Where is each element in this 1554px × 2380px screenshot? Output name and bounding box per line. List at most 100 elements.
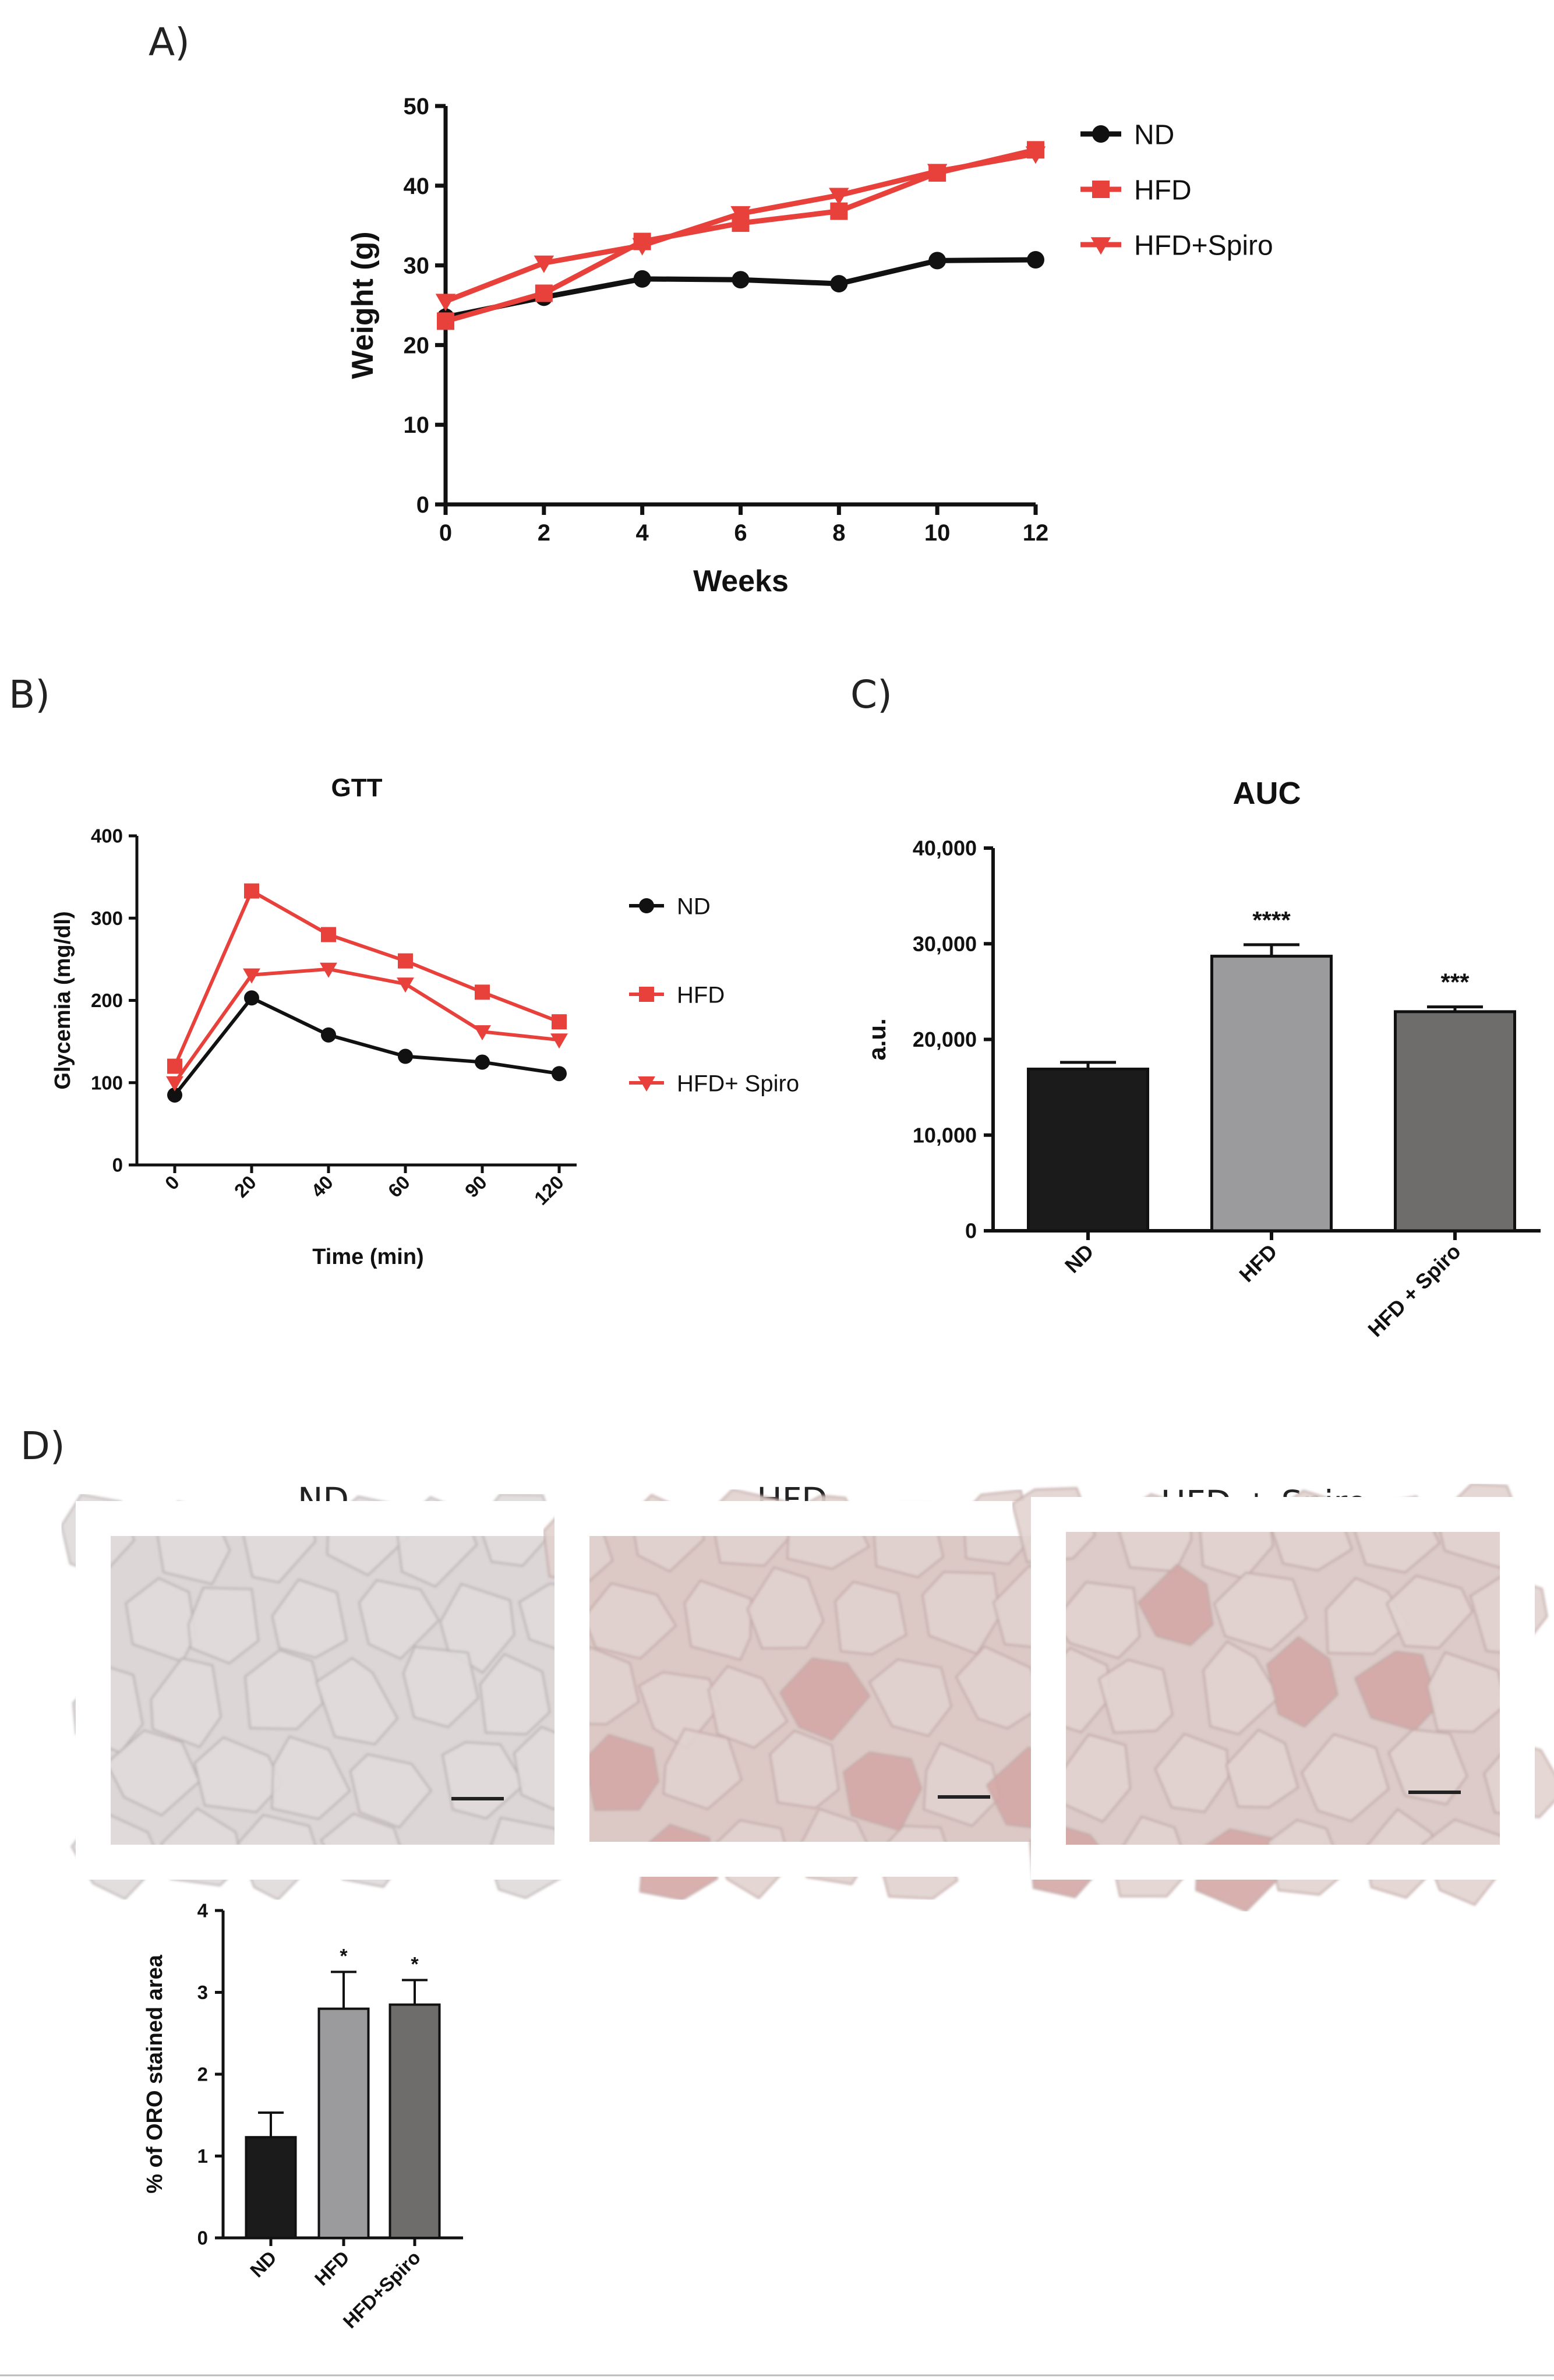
series-line-hfd bbox=[173, 889, 560, 1067]
y-tick-label: 2 bbox=[197, 2064, 208, 2085]
significance-hfd-spiro: *** bbox=[1440, 969, 1470, 996]
x-tick-label: 6 bbox=[734, 520, 747, 546]
muscle-fiber bbox=[1213, 1572, 1308, 1651]
muscle-fiber bbox=[1301, 1733, 1390, 1823]
legend-label-hfd: HFD bbox=[1134, 175, 1192, 206]
data-point-nd bbox=[552, 1066, 567, 1082]
series-line-nd bbox=[173, 996, 560, 1096]
muscle-fiber bbox=[439, 1583, 515, 1674]
muscle-fiber bbox=[683, 1579, 753, 1661]
muscle-fiber bbox=[193, 1736, 283, 1813]
series-line-hfd-spiro bbox=[173, 967, 560, 1084]
muscle-fiber bbox=[1386, 1574, 1474, 1649]
x-tick-label: 90 bbox=[461, 1171, 491, 1202]
muscle-fiber bbox=[1426, 1651, 1507, 1733]
legend-label-nd: ND bbox=[1134, 119, 1174, 150]
data-point-hfd-spiro bbox=[474, 1025, 491, 1041]
muscle-fiber bbox=[1202, 1640, 1281, 1735]
muscle-fiber bbox=[746, 1566, 825, 1650]
data-point-hfd-spiro bbox=[730, 206, 751, 224]
data-point-hfd bbox=[552, 1014, 567, 1030]
y-tick-label: 100 bbox=[91, 1072, 123, 1093]
tile-mask-bottom bbox=[76, 1845, 591, 1880]
muscle-fiber bbox=[1325, 1577, 1410, 1655]
muscle-fiber bbox=[271, 1579, 348, 1659]
muscle-fiber bbox=[769, 1729, 840, 1809]
y-tick-label: 30,000 bbox=[913, 932, 977, 956]
tile-mask-left bbox=[555, 1501, 589, 1877]
muscle-fiber bbox=[662, 1728, 743, 1810]
y-tick-label: 20 bbox=[404, 333, 430, 358]
x-tick-label: 4 bbox=[636, 520, 649, 546]
data-point-nd bbox=[732, 271, 750, 289]
data-point-hfd bbox=[475, 984, 490, 1000]
data-point-hfd-spiro bbox=[927, 164, 948, 182]
muscle-fiber bbox=[349, 1753, 432, 1828]
data-point-hfd-spiro bbox=[320, 962, 337, 978]
chart-title: AUC bbox=[1233, 776, 1301, 811]
muscle-fiber bbox=[1225, 1729, 1299, 1809]
legend-marker-nd bbox=[639, 898, 654, 913]
legend-marker-hfd bbox=[1092, 181, 1110, 198]
panel-label-c: C) bbox=[850, 672, 892, 717]
bar-hfd bbox=[317, 2007, 370, 2240]
data-point-nd bbox=[1027, 251, 1044, 269]
y-tick-label: 4 bbox=[197, 1900, 209, 1922]
histology-images bbox=[61, 1483, 1554, 1913]
y-axis-title: Glycemia (mg/dl) bbox=[51, 911, 75, 1089]
data-point-nd bbox=[928, 252, 946, 270]
series-line-hfd bbox=[444, 147, 1037, 324]
tile-mask-top bbox=[555, 1501, 1072, 1536]
y-tick-label: 0 bbox=[197, 2227, 208, 2249]
x-tick-label: 20 bbox=[230, 1171, 260, 1202]
legend-label-hfd-spiro: HFD+Spiro bbox=[1134, 230, 1273, 261]
y-tick-label: 50 bbox=[404, 94, 430, 119]
data-point-nd bbox=[398, 1048, 413, 1064]
y-tick-label: 40 bbox=[404, 174, 430, 199]
data-point-nd bbox=[321, 1027, 336, 1043]
legend-marker-hfd bbox=[639, 987, 654, 1002]
muscle-fiber bbox=[868, 1658, 952, 1737]
data-point-nd bbox=[633, 270, 651, 288]
data-point-nd bbox=[475, 1054, 490, 1070]
tile-mask-right bbox=[1500, 1497, 1535, 1880]
bar-hfd-spiro bbox=[1394, 1010, 1516, 1233]
y-tick-label: 400 bbox=[91, 825, 123, 847]
bar-hfd bbox=[1210, 955, 1333, 1233]
panel-label-b: B) bbox=[9, 672, 50, 717]
legend-label-hfd: HFD bbox=[677, 982, 725, 1008]
significance-hfd: * bbox=[340, 1945, 348, 1967]
muscle-fiber bbox=[1097, 1658, 1174, 1734]
x-tick-label: 0 bbox=[161, 1171, 183, 1194]
auc-chart: 0 10,000 20,000 30,000 40,000 ND **** HFD *** HFD… bbox=[863, 776, 1541, 1341]
muscle-fiber bbox=[1266, 1636, 1338, 1728]
x-tick-label: 60 bbox=[384, 1171, 414, 1202]
y-tick-label: 20,000 bbox=[913, 1027, 977, 1051]
histology-image-nd bbox=[61, 1493, 602, 1901]
x-tick-label: 120 bbox=[530, 1171, 568, 1209]
x-tick-label: 0 bbox=[439, 520, 452, 546]
data-point-hfd bbox=[535, 284, 553, 302]
muscle-fiber bbox=[955, 1645, 1043, 1729]
histology-image-hfd-spiro bbox=[1011, 1483, 1554, 1913]
tile-mask-left bbox=[76, 1501, 111, 1880]
x-tick-label-nd: ND bbox=[1060, 1240, 1099, 1278]
x-tick-label: 12 bbox=[1023, 520, 1049, 546]
data-point-hfd-spiro bbox=[1025, 146, 1046, 164]
legend-marker-nd bbox=[1092, 125, 1110, 143]
x-tick-label-hfd-spiro: HFD+Spiro bbox=[339, 2247, 425, 2332]
y-tick-label: 1 bbox=[197, 2145, 208, 2167]
tile-mask-left bbox=[1031, 1497, 1066, 1880]
panel-label-a: A) bbox=[149, 20, 190, 65]
muscle-fiber bbox=[358, 1579, 440, 1660]
bar-nd bbox=[1027, 1067, 1149, 1233]
data-point-hfd bbox=[167, 1058, 182, 1074]
muscle-fiber bbox=[271, 1735, 351, 1820]
y-axis-title: a.u. bbox=[863, 1018, 891, 1060]
data-point-hfd bbox=[398, 953, 413, 969]
y-tick-label: 10 bbox=[404, 412, 430, 438]
x-tick-label: 2 bbox=[538, 520, 550, 546]
x-tick-label: 8 bbox=[832, 520, 845, 546]
muscle-fiber bbox=[1387, 1728, 1468, 1806]
